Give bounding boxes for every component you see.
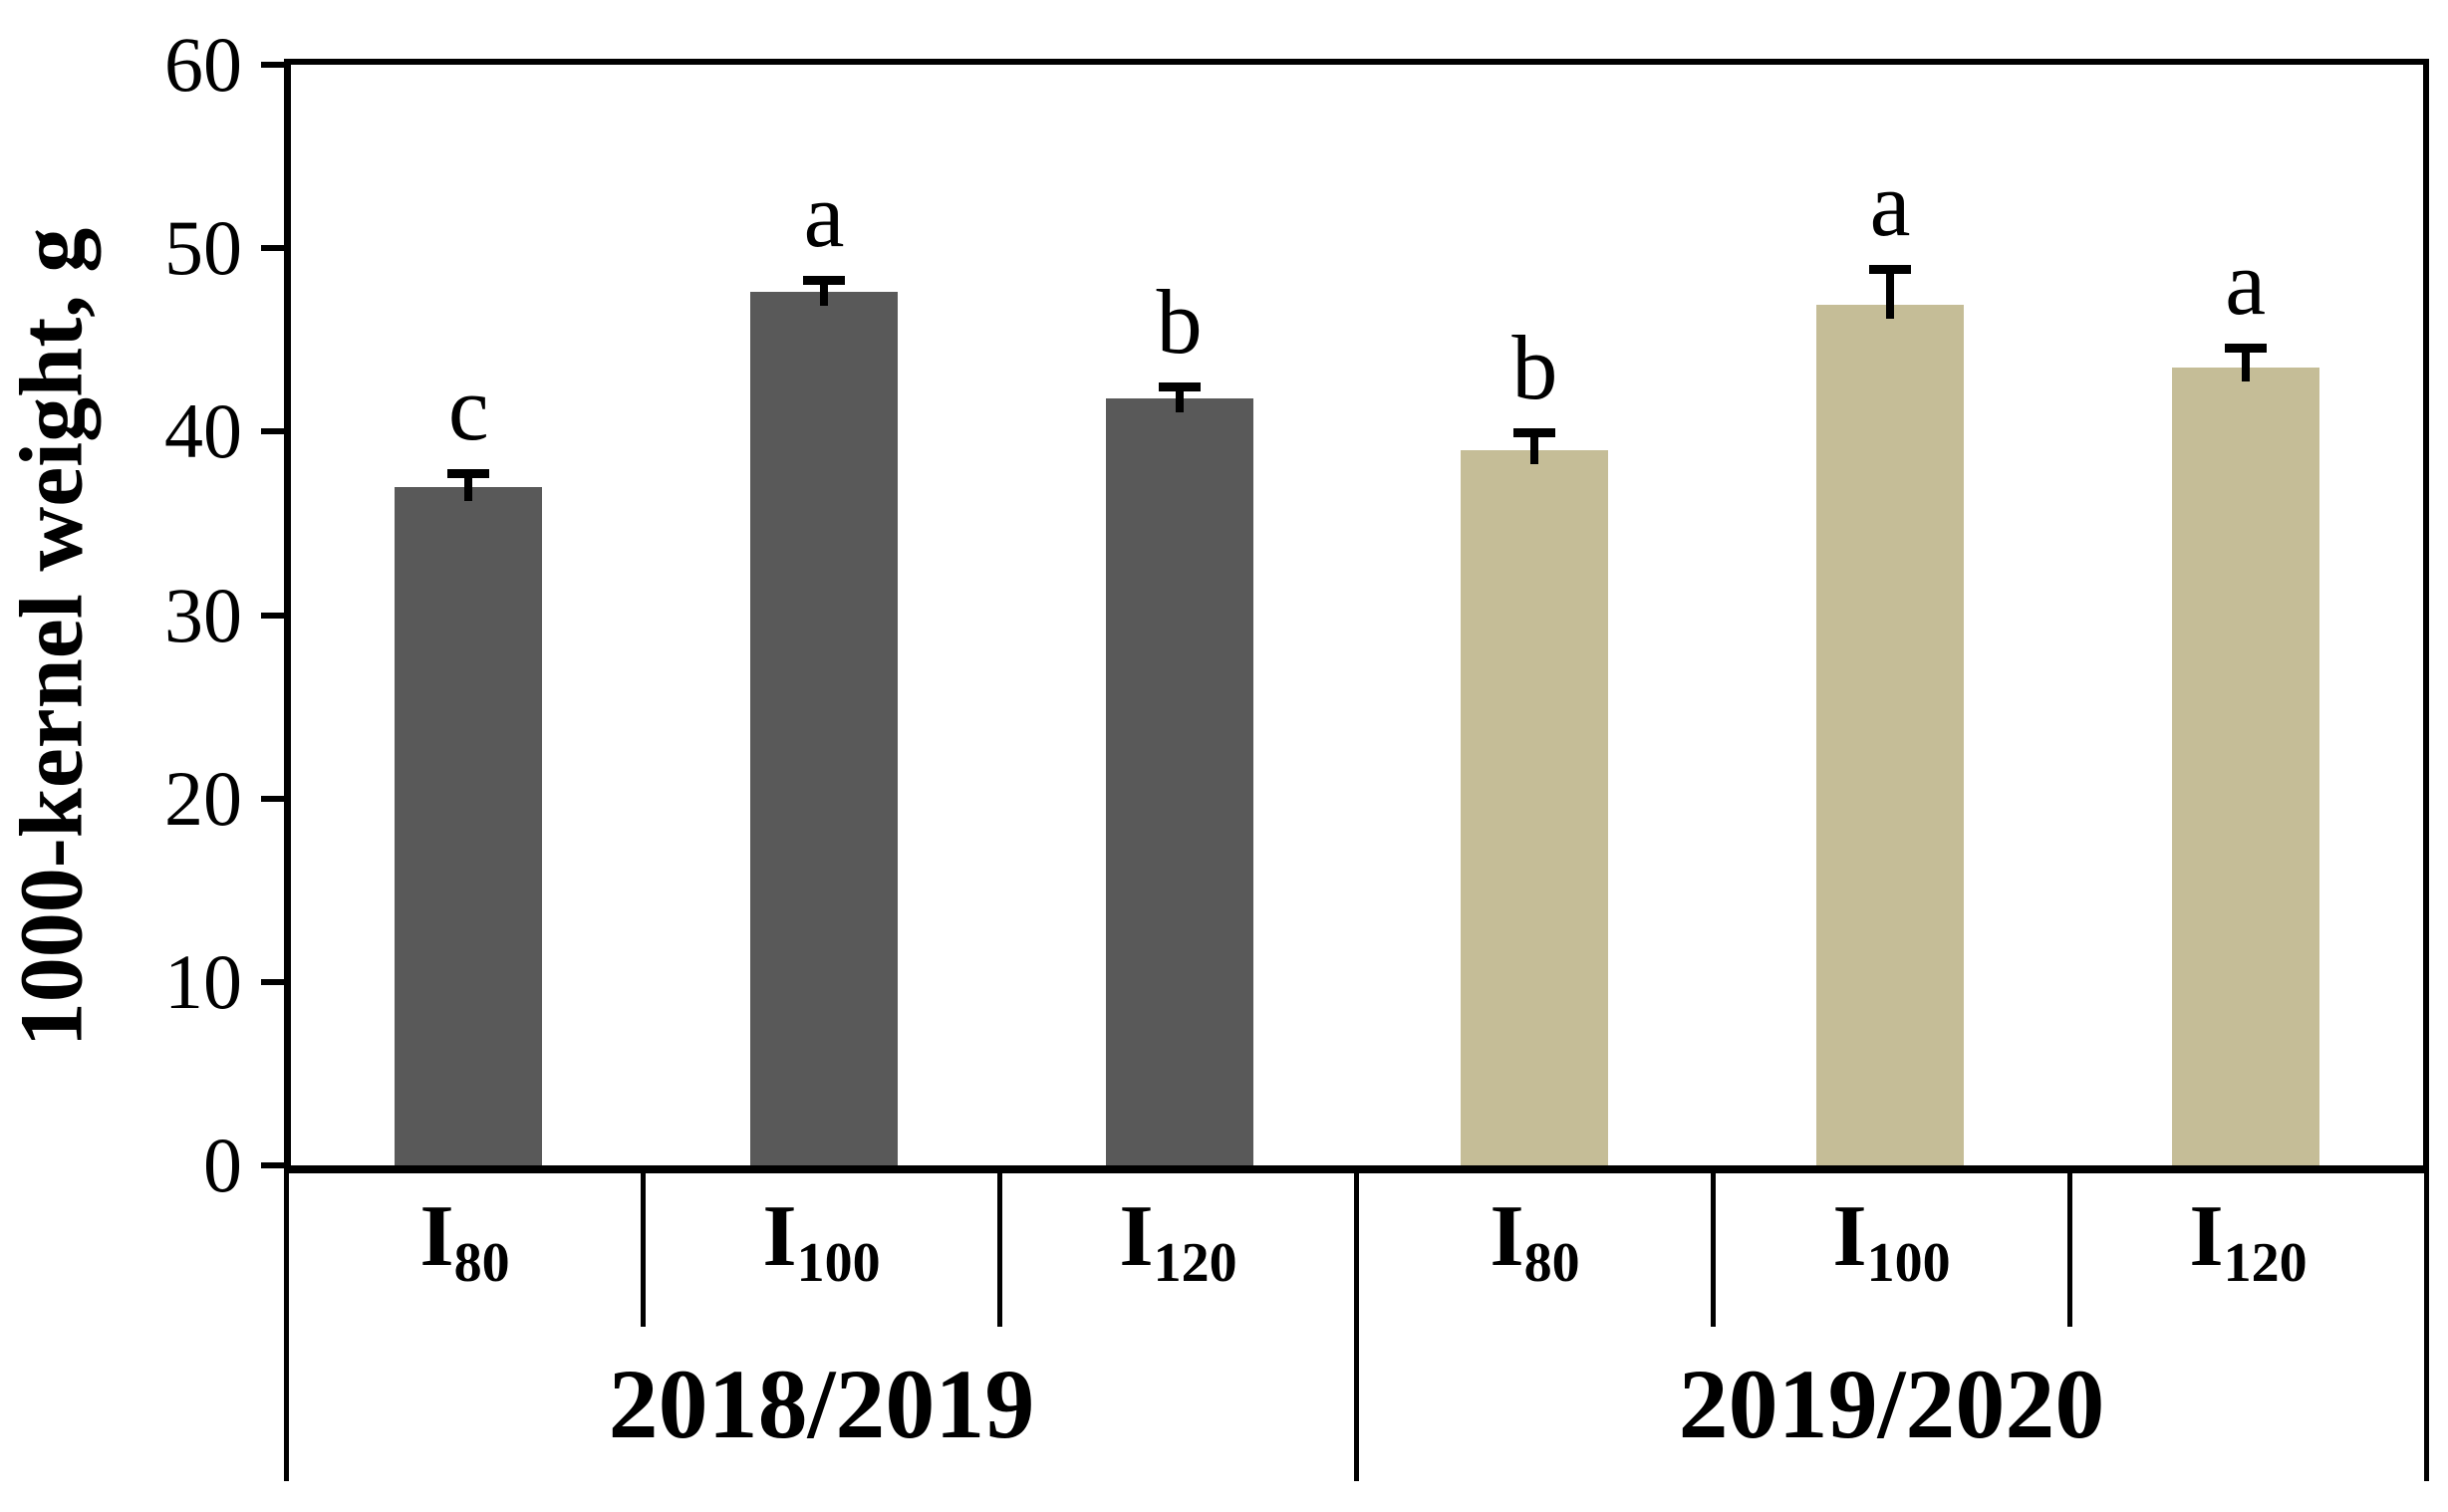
error-bar-stem — [464, 475, 473, 501]
y-tick-mark — [261, 62, 291, 68]
y-tick-label: 20 — [164, 754, 242, 842]
group-label: 2018/2019 — [608, 1348, 1035, 1459]
category-cell: I80 — [284, 1173, 646, 1327]
y-tick-label: 0 — [203, 1122, 242, 1208]
error-bar-stem — [1530, 435, 1539, 464]
error-bar-cap — [802, 276, 845, 286]
plot-area: c a b b a a — [284, 59, 2429, 1173]
group-label: 2019/2020 — [1678, 1348, 2105, 1459]
category-cell: I100 — [1716, 1173, 2072, 1327]
error-bar-stem — [819, 283, 828, 307]
category-label: I120 — [1119, 1188, 1237, 1295]
bar-slot: a — [1713, 65, 2068, 1165]
significance-letter: b — [1156, 270, 1203, 373]
category-label: I100 — [1832, 1188, 1951, 1295]
bar-slot: a — [647, 65, 1002, 1165]
significance-letter: a — [1869, 153, 1911, 256]
y-tick-mark — [261, 1162, 291, 1168]
error-bar-stem — [1175, 388, 1184, 413]
category-label: I120 — [2189, 1188, 2308, 1295]
category-cell: I120 — [2072, 1173, 2429, 1327]
y-tick-mark — [261, 978, 291, 985]
bar — [2171, 367, 2319, 1165]
y-tick-label: 10 — [164, 937, 242, 1025]
error-bar-stem — [1885, 272, 1894, 320]
group-cell: 2018/2019 — [284, 1327, 1359, 1481]
y-tick-label: 50 — [164, 204, 242, 292]
significance-letter: b — [1511, 317, 1558, 419]
category-label: I80 — [419, 1188, 510, 1295]
bar — [749, 292, 898, 1165]
bar — [395, 486, 543, 1165]
group-cell: 2019/2020 — [1359, 1327, 2429, 1481]
error-bar-stem — [2241, 351, 2250, 381]
bar-slot: c — [291, 65, 647, 1165]
group-axis: 2018/2019 2019/2020 — [284, 1327, 2429, 1481]
category-label: I100 — [762, 1188, 881, 1295]
error-bar-cap — [1513, 428, 1556, 438]
y-tick-mark — [261, 795, 291, 802]
category-axis: I80 I100 I120 I80 I100 I120 — [284, 1173, 2429, 1327]
significance-letter: a — [803, 164, 845, 267]
bar — [1461, 449, 1609, 1165]
y-tick-mark — [261, 612, 291, 619]
y-tick-label: 30 — [164, 571, 242, 658]
error-bar-cap — [2224, 344, 2267, 354]
y-tick-label: 60 — [164, 21, 242, 108]
error-bar-cap — [447, 468, 490, 478]
error-bar-cap — [1158, 381, 1201, 391]
category-label: I80 — [1490, 1188, 1580, 1295]
bar — [1105, 398, 1253, 1165]
bar — [1815, 305, 1964, 1165]
error-bar-cap — [1868, 265, 1911, 275]
significance-letter: a — [2225, 232, 2267, 335]
y-tick-mark — [261, 428, 291, 435]
y-tick-mark — [261, 245, 291, 252]
bar-slot: b — [1001, 65, 1357, 1165]
bar-slot: a — [2067, 65, 2423, 1165]
category-cell: I80 — [1359, 1173, 1716, 1327]
bars-container: c a b b a a — [291, 65, 2423, 1165]
category-cell: I100 — [646, 1173, 1002, 1327]
bar-slot: b — [1357, 65, 1713, 1165]
significance-letter: c — [447, 357, 489, 459]
y-tick-label: 40 — [164, 387, 242, 475]
category-cell: I120 — [1002, 1173, 1359, 1327]
